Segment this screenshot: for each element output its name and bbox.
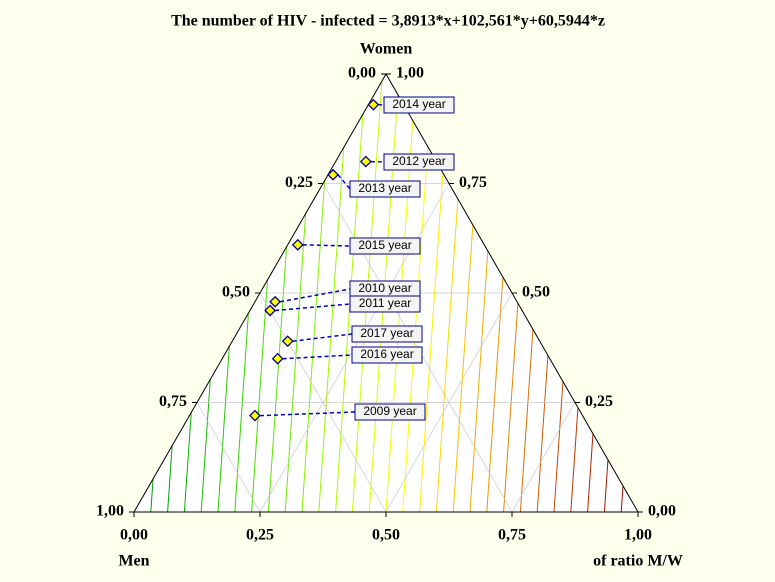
axis-title: Men xyxy=(118,553,149,570)
ratio-tick-label: 0,25 xyxy=(246,527,274,544)
leader-line xyxy=(337,174,351,190)
women-tick-label: 0,50 xyxy=(522,284,550,301)
grid-line xyxy=(196,402,261,513)
contour-line xyxy=(620,74,638,512)
men-tick-label: 0,75 xyxy=(159,393,187,410)
women-tick-label: 0,00 xyxy=(648,503,676,520)
point-label-box xyxy=(351,325,423,343)
axis-title: of ratio M/W xyxy=(593,553,683,570)
data-point xyxy=(264,304,276,317)
women-tick-label: 0,75 xyxy=(459,174,487,191)
data-point xyxy=(271,352,284,365)
point-label: 2017 year xyxy=(360,326,413,340)
data-point xyxy=(281,335,294,348)
ratio-tick-label: 0,75 xyxy=(498,527,526,544)
point-label-box xyxy=(351,346,423,364)
women-tick-label: 0,25 xyxy=(585,393,613,410)
ratio-tick-label: 1,00 xyxy=(624,527,652,544)
point-label: 2014 year xyxy=(392,97,445,111)
men-tick-label: 0,25 xyxy=(285,174,313,191)
point-label: 2012 year xyxy=(392,154,445,168)
ratio-tick-label: 0,00 xyxy=(120,527,148,544)
ratio-tick-label: 0,50 xyxy=(372,527,400,544)
point-label-box xyxy=(349,180,421,198)
data-point xyxy=(249,409,261,422)
data-point xyxy=(291,238,304,251)
grid-line xyxy=(511,402,576,513)
point-label: 2015 year xyxy=(358,238,411,252)
data-point xyxy=(367,98,380,111)
data-point xyxy=(327,168,339,181)
point-label: 2013 year xyxy=(358,181,411,195)
chart-title: The number of HIV - infected = 3,8913*x+… xyxy=(171,13,605,30)
data-point xyxy=(359,155,372,168)
men-tick-label: 1,00 xyxy=(96,503,124,520)
point-label-box xyxy=(383,153,455,171)
contour-line xyxy=(603,74,635,512)
point-label: 2016 year xyxy=(360,347,413,361)
leader-line xyxy=(302,244,351,247)
leader-line xyxy=(292,333,353,342)
women-tick-label: 1,00 xyxy=(396,65,424,82)
point-label-box xyxy=(383,96,455,114)
leader-line xyxy=(279,288,351,303)
point-label-box xyxy=(349,237,421,255)
contour-line xyxy=(587,74,619,512)
men-tick-label: 0,50 xyxy=(222,284,250,301)
men-tick-label: 0,00 xyxy=(348,65,376,82)
leader-line xyxy=(275,303,351,312)
grid-line xyxy=(385,292,513,513)
point-label-box xyxy=(349,295,421,313)
layer: 0,00 0,25 0,50 0,75 1,00 0,00 0,25 0,50 0,75 1,00… xyxy=(96,65,676,544)
leader-line xyxy=(259,411,356,417)
data-point xyxy=(269,295,282,308)
point-label: 2011 year xyxy=(359,296,411,310)
point-label: 2009 year xyxy=(363,404,416,418)
point-label-box xyxy=(354,403,426,421)
leader-line xyxy=(282,354,353,360)
axis-title: Women xyxy=(360,41,413,58)
point-label: 2010 year xyxy=(358,281,411,295)
